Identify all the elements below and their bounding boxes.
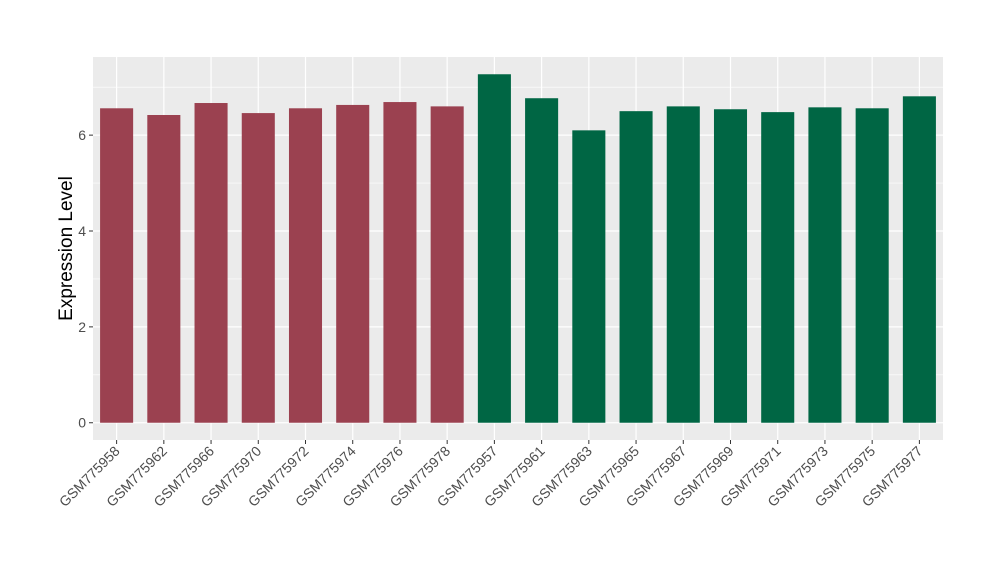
bar [619, 111, 653, 423]
bar [100, 108, 134, 423]
y-tick-label: 4 [78, 223, 86, 239]
bar [572, 130, 606, 423]
plot-panel [93, 57, 943, 440]
y-tick-label: 6 [78, 127, 86, 143]
bar [902, 96, 936, 423]
bar [855, 108, 889, 423]
bar [288, 108, 323, 423]
y-tick-label: 2 [78, 319, 86, 335]
bar [477, 74, 511, 423]
bar [147, 115, 181, 423]
y-tick-label: 0 [78, 415, 86, 431]
bar [713, 109, 748, 423]
bar [383, 102, 417, 423]
bar [336, 104, 370, 423]
y-axis-label: Expression Level [56, 176, 77, 321]
bar [808, 107, 842, 423]
bar [666, 106, 700, 423]
bar [194, 103, 228, 423]
bar [430, 106, 464, 423]
bar [525, 98, 559, 423]
bar [761, 112, 795, 423]
bar [241, 113, 275, 423]
